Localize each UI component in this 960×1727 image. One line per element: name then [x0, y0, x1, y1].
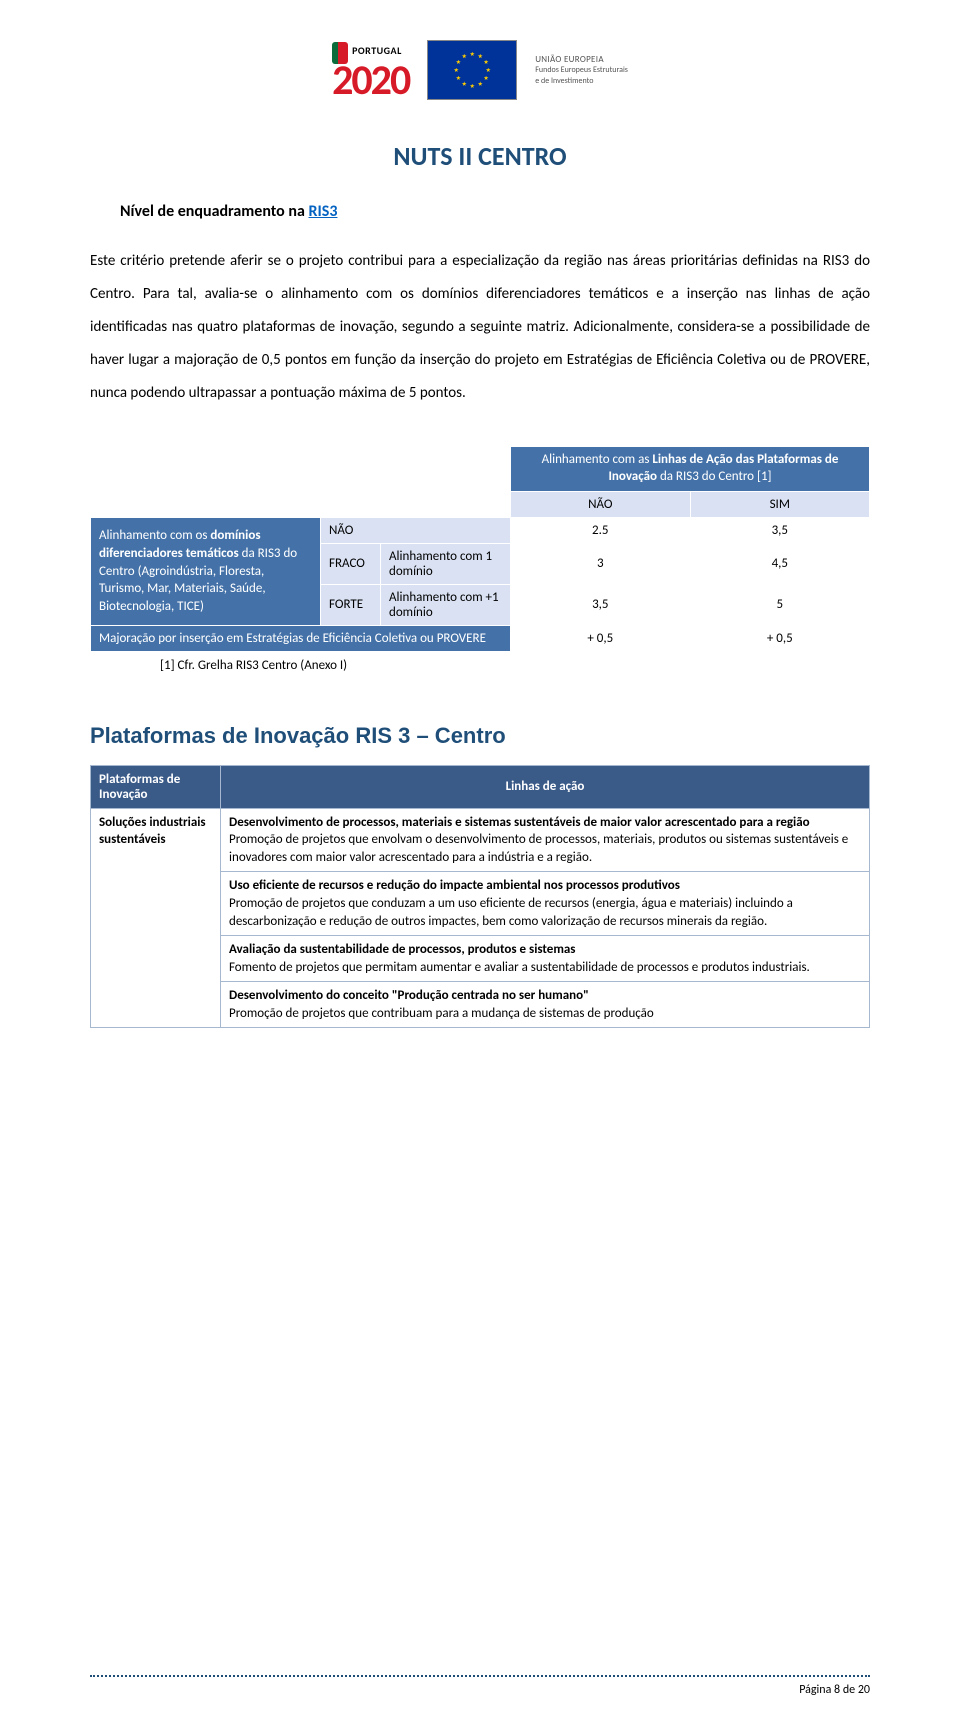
matrix-val-fraco-sim: 4,5: [690, 543, 869, 584]
plat-cell4: Desenvolvimento do conceito "Produção ce…: [221, 982, 870, 1028]
matrix-val-major-nao: + 0,5: [511, 625, 691, 651]
plat-col2-header: Linhas de ação: [221, 765, 870, 808]
matrix-val-major-sim: + 0,5: [690, 625, 869, 651]
section-subheading: Nível de enquadramento na RIS3: [120, 202, 870, 221]
eu-text-block: UNIÃO EUROPEIA Fundos Europeus Estrutura…: [535, 54, 628, 86]
page-number: Página 8 de 20: [90, 1683, 870, 1697]
portugal2020-logo: PORTUGAL 2020: [332, 42, 409, 98]
matrix-col-nao: NÃO: [511, 491, 691, 517]
header-logos: PORTUGAL 2020 UNIÃO EUROPEIA Fundos Euro…: [90, 40, 870, 100]
eu-line1: UNIÃO EUROPEIA: [535, 54, 628, 66]
plat-row1-name: Soluções industriais sustentáveis: [91, 808, 221, 1027]
eu-line2a: Fundos Europeus Estruturais: [535, 65, 628, 75]
eu-flag-icon: [427, 40, 517, 100]
matrix-row-forte: FORTE: [321, 584, 381, 625]
ris3-link[interactable]: RIS3: [309, 202, 338, 221]
plat-cell1-text: Promoção de projetos que envolvam o dese…: [229, 832, 848, 865]
pt2020-year: 2020: [332, 64, 409, 98]
eu-line2b: e de Investimento: [535, 76, 628, 86]
plat-cell3-bold: Avaliação da sustentabilidade de process…: [229, 942, 576, 957]
matrix-val-forte-nao: 3,5: [511, 584, 691, 625]
plat-cell1-bold: Desenvolvimento de processos, materiais …: [229, 815, 810, 830]
matrix-fraco-desc: Alinhamento com 1 domínio: [381, 543, 511, 584]
matrix-col-sim: SIM: [690, 491, 869, 517]
plat-cell2-bold: Uso eficiente de recursos e redução do i…: [229, 878, 680, 893]
matrix-row-nao: NÃO: [321, 517, 511, 543]
plat-cell1: Desenvolvimento de processos, materiais …: [221, 808, 870, 872]
page-title: NUTS II CENTRO: [90, 140, 870, 172]
plataformas-table: Plataformas de Inovação Linhas de ação S…: [90, 765, 870, 1028]
plat-cell4-bold: Desenvolvimento do conceito "Produção ce…: [229, 988, 589, 1003]
matrix-val-nao-sim: 3,5: [690, 517, 869, 543]
matrix-row-fraco: FRACO: [321, 543, 381, 584]
plataformas-heading: Plataformas de Inovação RIS 3 – Centro: [90, 723, 870, 749]
matrix-val-fraco-nao: 3: [511, 543, 691, 584]
page-footer: Página 8 de 20: [90, 1675, 870, 1697]
matrix-val-forte-sim: 5: [690, 584, 869, 625]
plat-col1-header: Plataformas de Inovação: [91, 765, 221, 808]
plat-cell3-text: Fomento de projetos que permitam aumenta…: [229, 960, 810, 975]
subheading-prefix: Nível de enquadramento na: [120, 202, 309, 221]
matrix-forte-desc: Alinhamento com +1 domínio: [381, 584, 511, 625]
alignment-matrix-table: Alinhamento com as Linhas de Ação das Pl…: [90, 446, 870, 652]
plat-cell3: Avaliação da sustentabilidade de process…: [221, 936, 870, 982]
footer-dotted-line: [90, 1675, 870, 1677]
intro-paragraph: Este critério pretende aferir se o proje…: [90, 245, 870, 410]
plat-cell2-text: Promoção de projetos que conduzam a um u…: [229, 896, 793, 929]
matrix-top-header: Alinhamento com as Linhas de Ação das Pl…: [511, 447, 870, 492]
plat-cell2: Uso eficiente de recursos e redução do i…: [221, 872, 870, 936]
matrix-major-label: Majoração por inserção em Estratégias de…: [91, 625, 511, 651]
matrix-val-nao-nao: 2.5: [511, 517, 691, 543]
matrix-side-header: Alinhamento com os domínios diferenciado…: [91, 517, 321, 625]
plat-cell4-text: Promoção de projetos que contribuam para…: [229, 1006, 654, 1021]
matrix-footnote: [1] Cfr. Grelha RIS3 Centro (Anexo I): [160, 658, 870, 673]
